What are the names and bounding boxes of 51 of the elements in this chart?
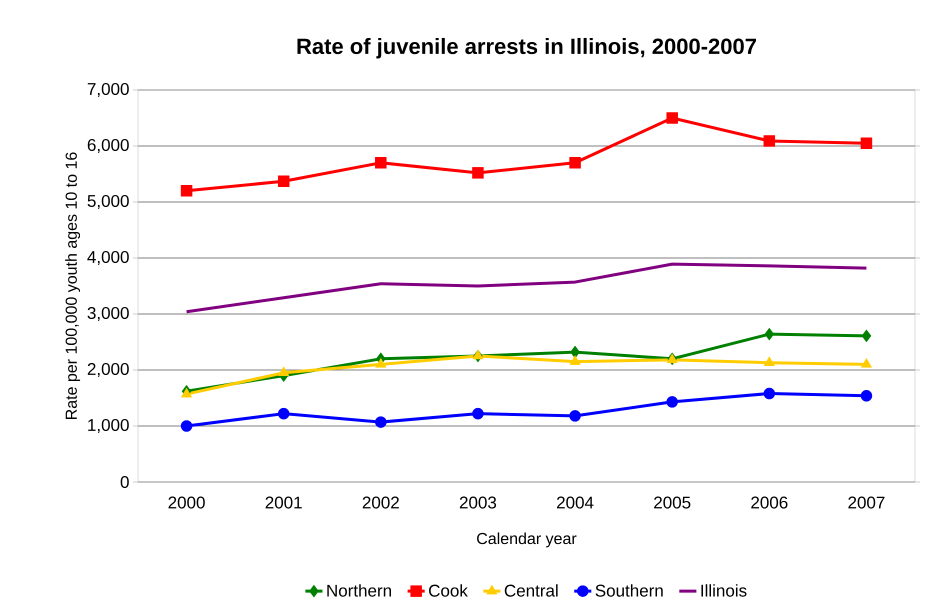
point xyxy=(862,330,872,342)
legend-label: Central xyxy=(504,584,558,597)
y-tick-label: 3,000 xyxy=(88,306,129,322)
point xyxy=(180,420,192,432)
legend-label: Illinois xyxy=(701,584,746,597)
point xyxy=(764,388,776,400)
point xyxy=(472,167,484,179)
legend-label: Cook xyxy=(429,584,468,597)
point xyxy=(472,408,484,420)
point xyxy=(278,366,290,376)
x-tick-label: 2005 xyxy=(654,496,690,509)
point xyxy=(375,416,387,428)
point xyxy=(569,410,581,422)
point xyxy=(472,350,484,360)
point xyxy=(764,135,776,147)
point xyxy=(181,388,192,398)
point xyxy=(569,157,581,169)
point xyxy=(860,390,872,402)
point xyxy=(666,396,678,408)
x-tick-label: 2001 xyxy=(266,496,302,509)
point xyxy=(278,408,290,420)
point xyxy=(375,358,386,368)
point xyxy=(570,355,581,365)
chart-title: Rate of juvenile arrests in Illinois, 2000-2007 xyxy=(297,38,756,58)
point xyxy=(375,157,387,169)
y-tick-label: 1,000 xyxy=(88,418,129,434)
legend-label: Northern xyxy=(327,584,391,597)
line-series xyxy=(185,262,868,314)
x-tick-label: 2004 xyxy=(557,496,594,509)
x-tick-label: 2003 xyxy=(460,496,496,509)
y-tick-label: 5,000 xyxy=(88,194,129,210)
x-axis-title: Calendar year xyxy=(477,532,576,548)
y-axis-title: Rate per 100,000 youth ages 10 to 16 xyxy=(65,152,80,420)
point xyxy=(278,176,290,188)
point xyxy=(764,328,774,340)
y-tick-label: 2,000 xyxy=(88,362,129,378)
y-tick-label: 6,000 xyxy=(88,138,129,154)
point xyxy=(860,137,872,149)
y-tick-label: 7,000 xyxy=(88,82,129,98)
legend-label: Southern xyxy=(596,584,663,597)
y-tick-label: 0 xyxy=(120,476,129,488)
x-tick-label: 2006 xyxy=(751,496,788,509)
point xyxy=(180,185,192,197)
x-tick-label: 2002 xyxy=(362,496,399,509)
x-tick-label: 2000 xyxy=(168,496,205,509)
point xyxy=(570,346,580,358)
point xyxy=(764,356,775,366)
point xyxy=(666,112,678,124)
x-tick-label: 2007 xyxy=(848,496,884,509)
y-tick-label: 4,000 xyxy=(87,250,129,266)
point xyxy=(860,358,872,368)
